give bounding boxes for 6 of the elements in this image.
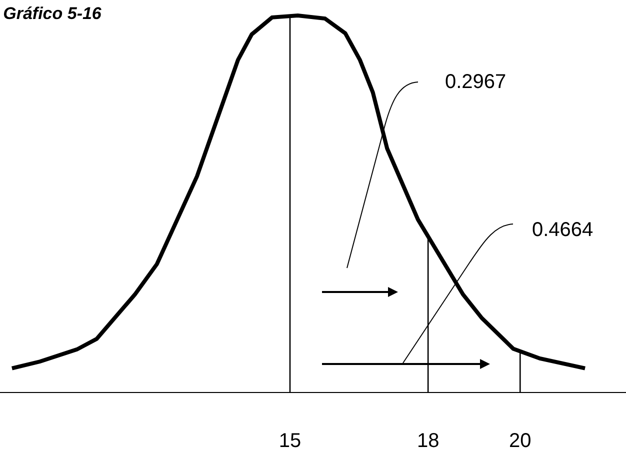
x-tick-label: 15: [278, 430, 302, 452]
x-tick-label: 18: [416, 430, 440, 452]
x-tick-label: 20: [509, 430, 532, 452]
chart-title: Gráfico 5-16: [3, 4, 102, 23]
annotation: 0.2967: [445, 71, 506, 93]
annotation: 0.4664: [532, 219, 594, 241]
